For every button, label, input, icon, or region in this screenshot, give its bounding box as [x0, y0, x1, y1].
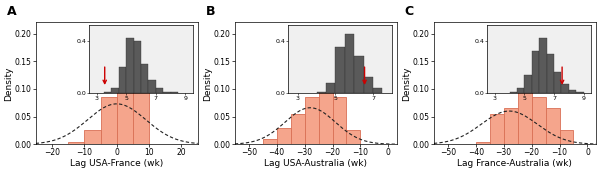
Bar [263, 139, 277, 144]
Bar [346, 130, 361, 144]
X-axis label: Lag France-Australia (wk): Lag France-Australia (wk) [457, 159, 572, 168]
X-axis label: Lag USA-Australia (wk): Lag USA-Australia (wk) [264, 159, 367, 168]
Text: A: A [7, 5, 16, 18]
Bar [560, 130, 574, 144]
Bar [532, 97, 545, 144]
Bar [277, 128, 290, 144]
Bar [68, 142, 85, 144]
Text: C: C [405, 5, 414, 18]
Text: B: B [206, 5, 215, 18]
Bar [319, 47, 332, 144]
Y-axis label: Density: Density [203, 66, 212, 101]
Bar [503, 108, 518, 144]
Bar [101, 97, 117, 144]
Bar [290, 114, 305, 144]
Bar [305, 97, 319, 144]
Bar [332, 97, 346, 144]
X-axis label: Lag USA-France (wk): Lag USA-France (wk) [70, 159, 163, 168]
Bar [85, 130, 101, 144]
Bar [518, 50, 532, 144]
Bar [490, 114, 503, 144]
Bar [545, 108, 560, 144]
Bar [476, 142, 490, 144]
Bar [117, 31, 133, 144]
Y-axis label: Density: Density [4, 66, 13, 101]
Bar [133, 86, 149, 144]
Y-axis label: Density: Density [403, 66, 412, 101]
